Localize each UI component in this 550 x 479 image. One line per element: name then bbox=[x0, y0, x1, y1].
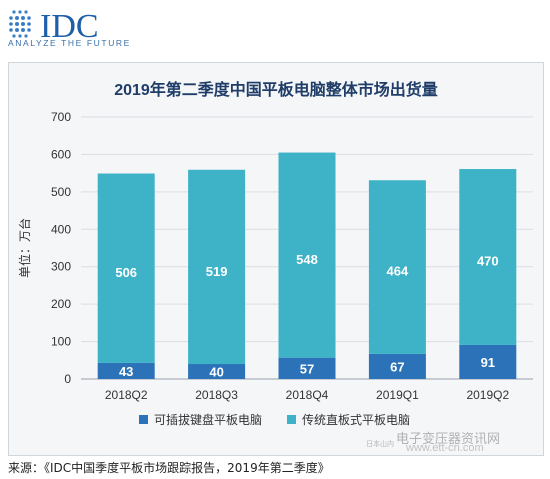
chart-plot: 0 100 200 300 400 500 600 700 单位：万台 43 506 2018Q2 40… bbox=[17, 110, 533, 427]
bar-slate-tablet bbox=[97, 173, 155, 363]
legend-label: 可插拔键盘平板电脑 bbox=[154, 412, 262, 427]
watermark-url: www.ett-cn.com bbox=[406, 442, 484, 454]
bar-slate-tablet bbox=[368, 180, 426, 354]
data-label: 40 bbox=[209, 365, 223, 380]
y-axis-label: 单位：万台 bbox=[17, 218, 32, 278]
watermark-text: 电子变压器资讯网 bbox=[396, 432, 501, 447]
x-tick-label: 2019Q1 bbox=[376, 388, 419, 402]
y-tick-label: 100 bbox=[51, 335, 71, 349]
data-label: 506 bbox=[115, 265, 137, 280]
x-tick-label: 2018Q2 bbox=[105, 388, 148, 402]
y-tick-label: 0 bbox=[64, 372, 71, 386]
y-tick-label: 700 bbox=[51, 110, 71, 124]
x-tick-label: 2018Q4 bbox=[286, 388, 329, 402]
chart-title: 2019年第二季度中国平板电脑整体市场出货量 bbox=[114, 82, 438, 99]
watermark: 日本山内 电子变压器资讯网 www.ett-cn.com bbox=[362, 428, 542, 454]
watermark-sub-text: 日本山内 bbox=[366, 440, 394, 448]
data-label: 91 bbox=[481, 355, 495, 370]
legend-swatch bbox=[287, 415, 296, 424]
data-label: 470 bbox=[477, 254, 499, 269]
bar-keyboard-tablet bbox=[278, 357, 336, 379]
y-tick-label: 200 bbox=[51, 297, 71, 311]
y-tick-label: 600 bbox=[51, 147, 71, 161]
data-label: 57 bbox=[300, 361, 314, 376]
bar-keyboard-tablet bbox=[368, 353, 426, 379]
y-tick-label: 500 bbox=[51, 185, 71, 199]
idc-logo-mark: IDC bbox=[9, 8, 99, 40]
data-label: 43 bbox=[119, 364, 133, 379]
data-label: 519 bbox=[206, 264, 228, 279]
x-tick-label: 2019Q2 bbox=[466, 388, 509, 402]
data-label: 464 bbox=[387, 264, 409, 279]
bar-slate-tablet bbox=[188, 169, 246, 365]
idc-logo: IDC bbox=[6, 6, 146, 52]
source-note: 来源：《IDC中国季度平板市场跟踪报告，2019年第二季度》 bbox=[8, 461, 330, 475]
logo-text: IDC bbox=[40, 8, 99, 40]
y-tick-label: 300 bbox=[51, 260, 71, 274]
data-label: 548 bbox=[296, 252, 318, 267]
bar-keyboard-tablet bbox=[97, 362, 155, 379]
tagline: ANALYZE THE FUTURE bbox=[8, 38, 131, 48]
legend-swatch bbox=[139, 415, 148, 424]
legend-label: 传统直板式平板电脑 bbox=[302, 412, 410, 427]
bar-keyboard-tablet bbox=[188, 364, 246, 379]
y-tick-label: 400 bbox=[51, 222, 71, 236]
bar-slate-tablet bbox=[278, 152, 336, 358]
data-label: 67 bbox=[390, 359, 404, 374]
bar-keyboard-tablet bbox=[459, 344, 517, 379]
chart-card: 2019年第二季度中国平板电脑整体市场出货量 0 100 200 300 400 500 6… bbox=[8, 62, 544, 456]
bar-slate-tablet bbox=[459, 169, 517, 345]
x-tick-label: 2018Q3 bbox=[195, 388, 238, 402]
